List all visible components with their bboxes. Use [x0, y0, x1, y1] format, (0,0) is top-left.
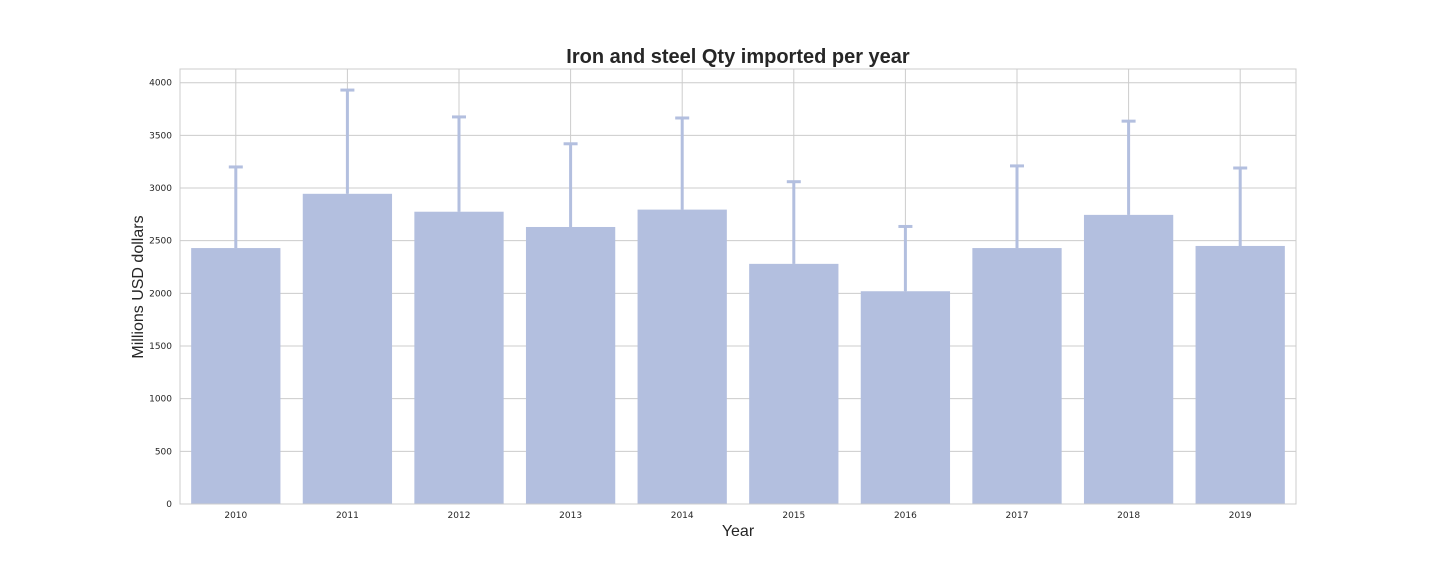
x-tick-label: 2018	[1117, 511, 1140, 521]
y-tick-label: 1000	[149, 395, 172, 405]
bar-2015	[749, 263, 839, 504]
x-tick-label: 2011	[336, 511, 359, 521]
bar-2014	[637, 209, 727, 504]
y-tick-label: 2500	[149, 237, 172, 247]
bar-2016	[860, 291, 951, 504]
y-tick-label: 3500	[149, 131, 172, 141]
bar-2013	[525, 226, 616, 505]
chart-title: Iron and steel Qty imported per year	[566, 46, 910, 68]
x-tick-label: 2013	[559, 511, 582, 521]
bar-2012	[414, 211, 504, 505]
x-tick-label: 2016	[894, 511, 917, 521]
bar-2010	[191, 248, 281, 504]
x-tick-label: 2017	[1006, 511, 1029, 521]
error-bars	[228, 88, 1248, 292]
y-tick-label: 4000	[149, 79, 172, 89]
bar-2018	[1083, 214, 1174, 504]
y-tick-labels: 0 500 1000 1500 2000 2500 3000 3500 4000	[149, 79, 172, 510]
x-tick-label: 2019	[1229, 511, 1252, 521]
x-tick-labels: 2010 2011 2012 2013 2014 2015 2016 2017 2018 2019	[224, 511, 1252, 521]
bar-2011	[302, 193, 393, 504]
bar-2019	[1195, 245, 1285, 504]
x-tick-label: 2014	[671, 511, 694, 521]
bar-2017	[972, 248, 1062, 504]
bars	[191, 193, 1285, 505]
y-tick-label: 1500	[149, 342, 172, 352]
y-tick-label: 500	[155, 447, 172, 457]
x-axis-label: Year	[722, 523, 755, 540]
y-axis-label: Millions USD dollars	[130, 215, 147, 358]
y-tick-label: 2000	[149, 289, 172, 299]
y-tick-label: 3000	[149, 184, 172, 194]
x-tick-label: 2012	[448, 511, 471, 521]
x-tick-label: 2015	[782, 511, 805, 521]
plot-frame	[179, 68, 1297, 505]
y-tick-label: 0	[166, 500, 172, 510]
x-tick-label: 2010	[224, 511, 247, 521]
